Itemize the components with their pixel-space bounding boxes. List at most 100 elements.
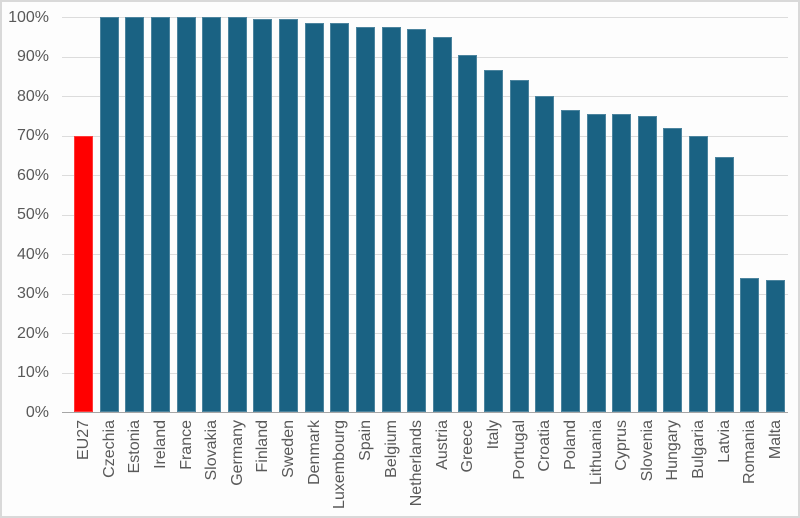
bar-greece — [458, 54, 478, 412]
x-axis-label-malta: Malta — [766, 420, 785, 516]
x-axis-label-text: Lithuania — [587, 420, 605, 485]
bar-denmark — [304, 22, 324, 412]
bar-poland — [560, 109, 580, 412]
x-axis-label-latvia: Latvia — [715, 420, 734, 516]
bar-slovakia — [202, 17, 222, 412]
bar-france — [176, 17, 196, 412]
y-axis-tick-label: 50% — [16, 206, 49, 223]
x-axis-label-cyprus: Cyprus — [612, 420, 631, 516]
x-axis-label-text: EU27 — [75, 420, 92, 461]
x-axis-label-lithuania: Lithuania — [587, 420, 606, 516]
x-axis-label-france: France — [177, 420, 196, 516]
x-axis-label-text: Cyprus — [613, 420, 631, 471]
x-axis-label-text: Netherlands — [408, 420, 426, 507]
y-axis-tick-label: 80% — [16, 87, 49, 105]
x-axis-label-poland: Poland — [561, 420, 580, 516]
x-axis-label-text: Malta — [766, 420, 784, 460]
x-axis-label-text: Luxembourg — [331, 420, 349, 509]
x-axis-label-text: France — [177, 420, 195, 470]
bar-croatia — [535, 96, 555, 412]
x-axis-label-belgium: Belgium — [382, 420, 401, 516]
x-axis-label-text: Sweden — [280, 420, 297, 478]
x-axis-label-text: Estonia — [126, 420, 144, 474]
y-axis-tick-label: 10% — [16, 364, 49, 381]
x-axis-label-portugal: Portugal — [510, 420, 529, 516]
x-axis-label-text: Germany — [228, 420, 246, 486]
bar-sweden — [279, 18, 298, 412]
gridline-100 — [62, 17, 788, 18]
x-axis-label-text: Portugal — [510, 420, 528, 480]
x-axis: EU27 Czechia Estonia Ireland France Slovakia G… — [62, 420, 788, 516]
x-axis-label-bulgaria: Bulgaria — [689, 420, 708, 516]
bar-austria — [432, 36, 452, 412]
bar-latvia — [714, 157, 734, 412]
x-axis-label-italy: Italy — [484, 420, 503, 516]
y-axis-tick-label: 70% — [16, 127, 49, 144]
x-axis-label-text: Belgium — [382, 420, 400, 478]
bar-ireland — [150, 17, 170, 412]
x-axis-label-text: Denmark — [305, 420, 323, 485]
x-axis-label-sweden: Sweden — [279, 420, 298, 516]
x-axis-label-text: Romania — [741, 420, 759, 485]
x-axis-label-text: Czechia — [100, 420, 118, 478]
y-axis-tick-label: 60% — [16, 166, 49, 184]
bar-luxembourg — [330, 22, 350, 412]
y-axis-tick-label: 0% — [25, 403, 49, 421]
x-axis-label-text: Slovakia — [203, 420, 221, 481]
bar-bulgaria — [689, 135, 708, 412]
x-axis-label-finland: Finland — [253, 420, 272, 516]
bar-eu27 — [74, 135, 93, 412]
x-axis-label-text: Austria — [433, 420, 451, 470]
bar-cyprus — [612, 113, 632, 412]
x-axis-label-romania: Romania — [740, 420, 759, 516]
bar-italy — [484, 70, 503, 412]
bar-portugal — [509, 80, 529, 412]
bar-lithuania — [586, 113, 606, 412]
x-axis-label-eu27: EU27 — [74, 420, 93, 516]
y-axis-tick-label: 30% — [16, 285, 49, 302]
x-axis-label-austria: Austria — [433, 420, 452, 516]
bar-estonia — [125, 17, 145, 412]
x-axis-label-croatia: Croatia — [535, 420, 554, 516]
bar-germany — [227, 17, 247, 412]
x-axis-label-hungary: Hungary — [663, 420, 682, 516]
bar-belgium — [381, 26, 401, 412]
x-axis-label-text: Slovenia — [638, 420, 656, 482]
bar-romania — [740, 277, 760, 412]
x-axis-label-text: Greece — [459, 420, 477, 473]
x-axis-label-text: Hungary — [664, 420, 682, 481]
x-axis-label-netherlands: Netherlands — [407, 420, 426, 516]
x-axis-label-text: Spain — [356, 420, 374, 461]
bar-hungary — [663, 127, 683, 412]
bar-slovenia — [637, 115, 657, 412]
bar-finland — [253, 18, 273, 412]
y-axis-tick-label: 40% — [16, 245, 49, 263]
y-axis-tick-label: 20% — [16, 324, 49, 342]
x-axis-label-luxembourg: Luxembourg — [330, 420, 349, 516]
bar-netherlands — [407, 28, 427, 412]
x-axis-label-estonia: Estonia — [125, 420, 144, 516]
x-axis-label-spain: Spain — [356, 420, 375, 516]
y-axis-tick-label: 90% — [16, 48, 49, 65]
x-axis-label-slovenia: Slovenia — [638, 420, 657, 516]
x-axis-label-text: Croatia — [536, 420, 554, 472]
x-axis-label-text: Latvia — [715, 420, 733, 463]
x-axis-label-czechia: Czechia — [100, 420, 119, 516]
bar-czechia — [99, 17, 119, 412]
bar-malta — [765, 279, 785, 412]
x-axis-label-slovakia: Slovakia — [202, 420, 221, 516]
x-axis-label-text: Italy — [485, 420, 502, 450]
x-axis-line — [62, 412, 788, 413]
bar-series — [62, 17, 788, 412]
y-axis: 0% 10% 20% 30% 40% 50% 60% 70% 80% 90% 100% — [2, 9, 55, 421]
x-axis-label-germany: Germany — [228, 420, 247, 516]
x-axis-label-text: Bulgaria — [690, 420, 707, 479]
bar-spain — [355, 26, 375, 412]
x-axis-label-text: Poland — [561, 420, 579, 470]
x-axis-label-denmark: Denmark — [305, 420, 324, 516]
y-axis-tick-label: 100% — [8, 8, 49, 26]
x-axis-label-ireland: Ireland — [151, 420, 170, 516]
x-axis-label-greece: Greece — [458, 420, 477, 516]
x-axis-label-text: Ireland — [151, 420, 169, 469]
